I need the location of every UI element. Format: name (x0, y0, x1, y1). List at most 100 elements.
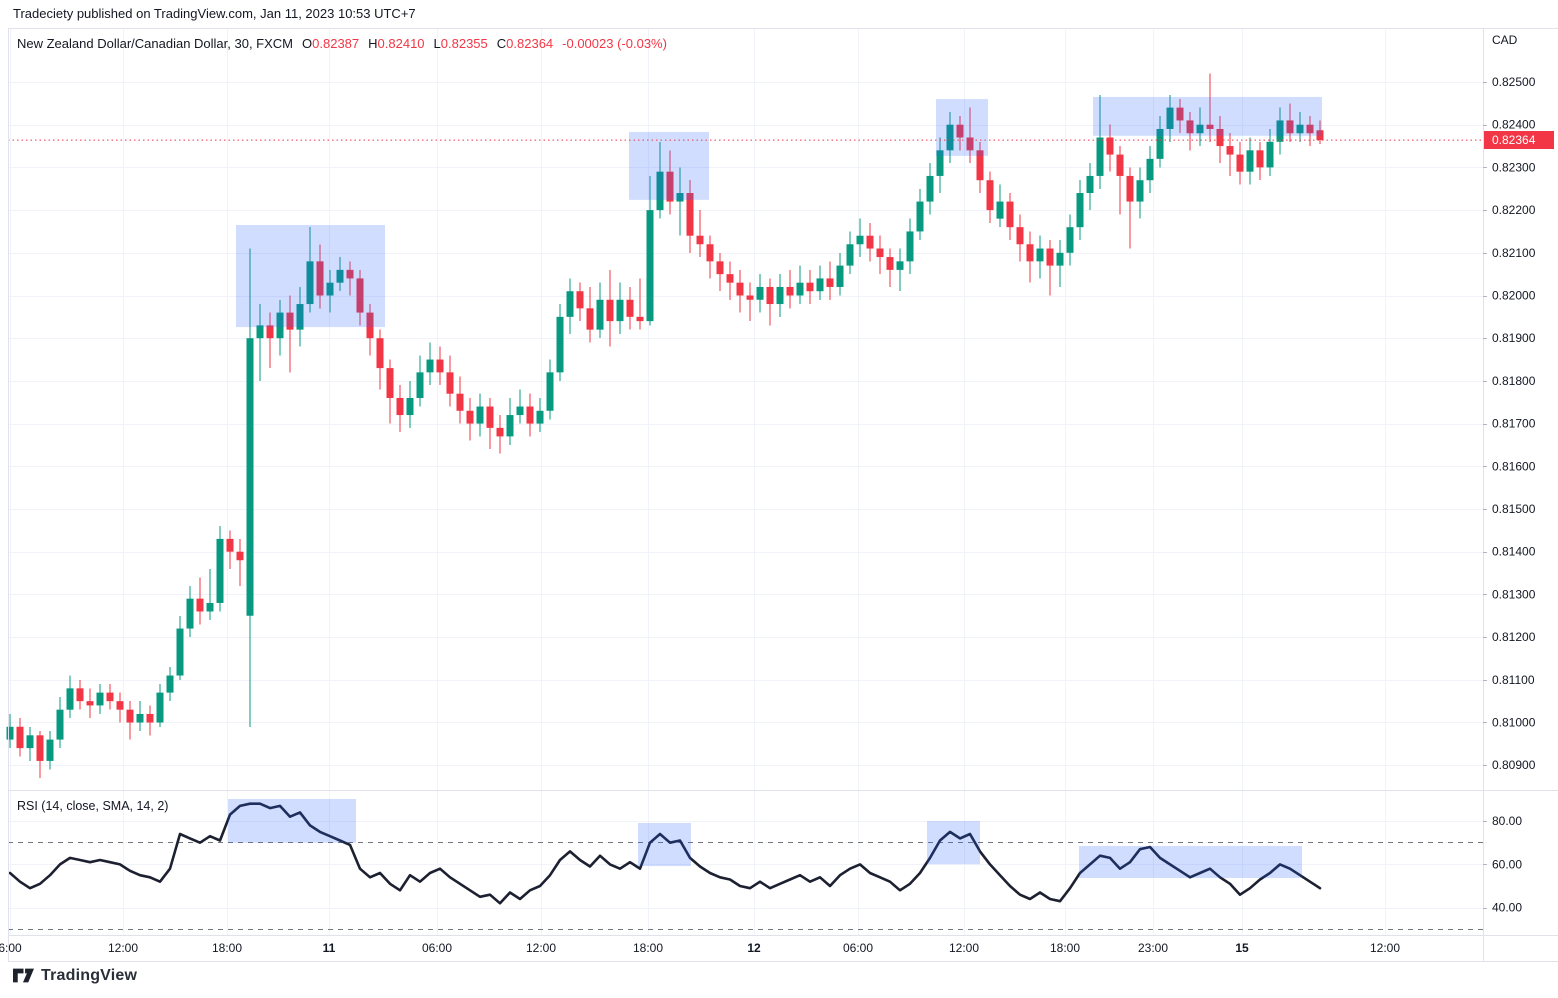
candle-body (526, 406, 534, 424)
time-tick-day-label: 12 (747, 941, 761, 955)
ohlc-open: O 0.82387 (302, 36, 360, 51)
candle-body (1276, 120, 1284, 142)
price-tick-label: 0.82000 (1492, 289, 1536, 303)
price-tick-label: 0.82200 (1492, 203, 1536, 217)
symbol-title[interactable]: New Zealand Dollar/Canadian Dollar, 30, … (17, 36, 294, 51)
candle-body (186, 598, 194, 629)
price-tick-label: 0.81100 (1492, 673, 1535, 687)
tradingview-logo-text[interactable]: TradingView (41, 966, 138, 984)
highlight-box-price[interactable] (629, 131, 709, 200)
highlight-box-rsi[interactable] (638, 822, 691, 867)
candle-body (636, 316, 644, 322)
highlight-box-price[interactable] (936, 99, 988, 156)
price-tick-label: 0.81700 (1492, 417, 1536, 431)
highlight-box-price[interactable] (1093, 96, 1322, 136)
ohlc-low: L 0.82355 (433, 36, 488, 51)
candle-body (6, 726, 14, 740)
candle-body (996, 201, 1004, 219)
candle-body (1186, 120, 1194, 134)
time-tick-label: 18:00 (1050, 941, 1080, 955)
candle-body (766, 286, 774, 305)
candle-body (386, 368, 394, 398)
tradingview-logo-icon[interactable] (13, 965, 34, 986)
ohlc-high: H 0.82410 (368, 36, 425, 51)
candle-body (156, 692, 164, 723)
price-axis-area[interactable] (1483, 28, 1558, 935)
time-tick-label: 06:00 (843, 941, 873, 955)
change-value: -0.00023 (-0.03%) (562, 36, 667, 51)
candle-body (1216, 128, 1224, 147)
rsi-indicator-label[interactable]: RSI (14, close, SMA, 14, 2) (17, 799, 169, 813)
highlight-box-rsi[interactable] (1079, 845, 1302, 878)
candle-body (986, 180, 994, 211)
candle-body (166, 675, 174, 693)
rsi-tick-label: 60.00 (1492, 857, 1522, 871)
candle-body (546, 372, 554, 411)
candle-body (1086, 175, 1094, 194)
candle-body (676, 193, 684, 202)
candle-body (46, 739, 54, 761)
candle-body (816, 278, 824, 292)
candle-body (496, 427, 504, 437)
candle-body (586, 308, 594, 330)
candle-body (786, 286, 794, 296)
candle-body (396, 397, 404, 416)
candle-body (216, 538, 224, 603)
time-tick-label: 12:00 (108, 941, 138, 955)
candle-body (706, 244, 714, 262)
candle-body (226, 538, 234, 552)
highlight-box-rsi[interactable] (228, 798, 356, 843)
time-tick-label: 18:00 (212, 941, 242, 955)
candle-body (26, 735, 34, 749)
candle-body (316, 261, 324, 296)
candle-body (466, 410, 474, 424)
candle-body (376, 338, 384, 369)
price-tick-label: 0.82400 (1492, 118, 1536, 132)
candle-body (336, 269, 344, 283)
candle-body (286, 312, 294, 330)
candle-body (1156, 128, 1164, 159)
candle-body (556, 316, 564, 373)
time-tick-label: 18:00 (633, 941, 663, 955)
candle-body (86, 701, 94, 706)
candle-body (76, 688, 84, 702)
candle-body (1046, 248, 1054, 266)
candle-body (426, 359, 434, 373)
time-tick-label: 12:00 (1370, 941, 1400, 955)
price-tick-label: 0.82500 (1492, 75, 1536, 89)
highlight-box-price[interactable] (236, 225, 385, 328)
price-tick-label: 0.81800 (1492, 374, 1536, 388)
candle-body (756, 286, 764, 300)
candle-body (476, 406, 484, 424)
candle-body (956, 124, 964, 138)
candle-body (1036, 248, 1044, 262)
candle-body (826, 278, 834, 287)
candle-body (246, 338, 254, 616)
candle-body (656, 171, 664, 211)
candle-body (276, 312, 284, 339)
candle-body (846, 244, 854, 266)
candle-body (56, 709, 64, 740)
candle-body (746, 295, 754, 300)
candle-body (1236, 154, 1244, 172)
candle-body (876, 248, 884, 258)
candle-body (1126, 175, 1134, 202)
time-axis-area[interactable] (8, 935, 1483, 961)
candle-body (126, 709, 134, 723)
candle-body (1196, 124, 1204, 134)
candle-body (836, 265, 844, 287)
highlight-box-rsi[interactable] (927, 821, 980, 865)
candle-body (506, 415, 514, 437)
candle-body (436, 359, 444, 373)
candle-body (36, 735, 44, 761)
candle-body (596, 299, 604, 330)
candle-body (106, 692, 114, 702)
ohlc-close: C 0.82364 (496, 36, 554, 51)
candle-body (1266, 141, 1274, 168)
candle-body (406, 397, 414, 416)
candle-body (296, 304, 304, 330)
price-tick-label: 0.81000 (1492, 716, 1536, 730)
candle-body (946, 124, 954, 151)
